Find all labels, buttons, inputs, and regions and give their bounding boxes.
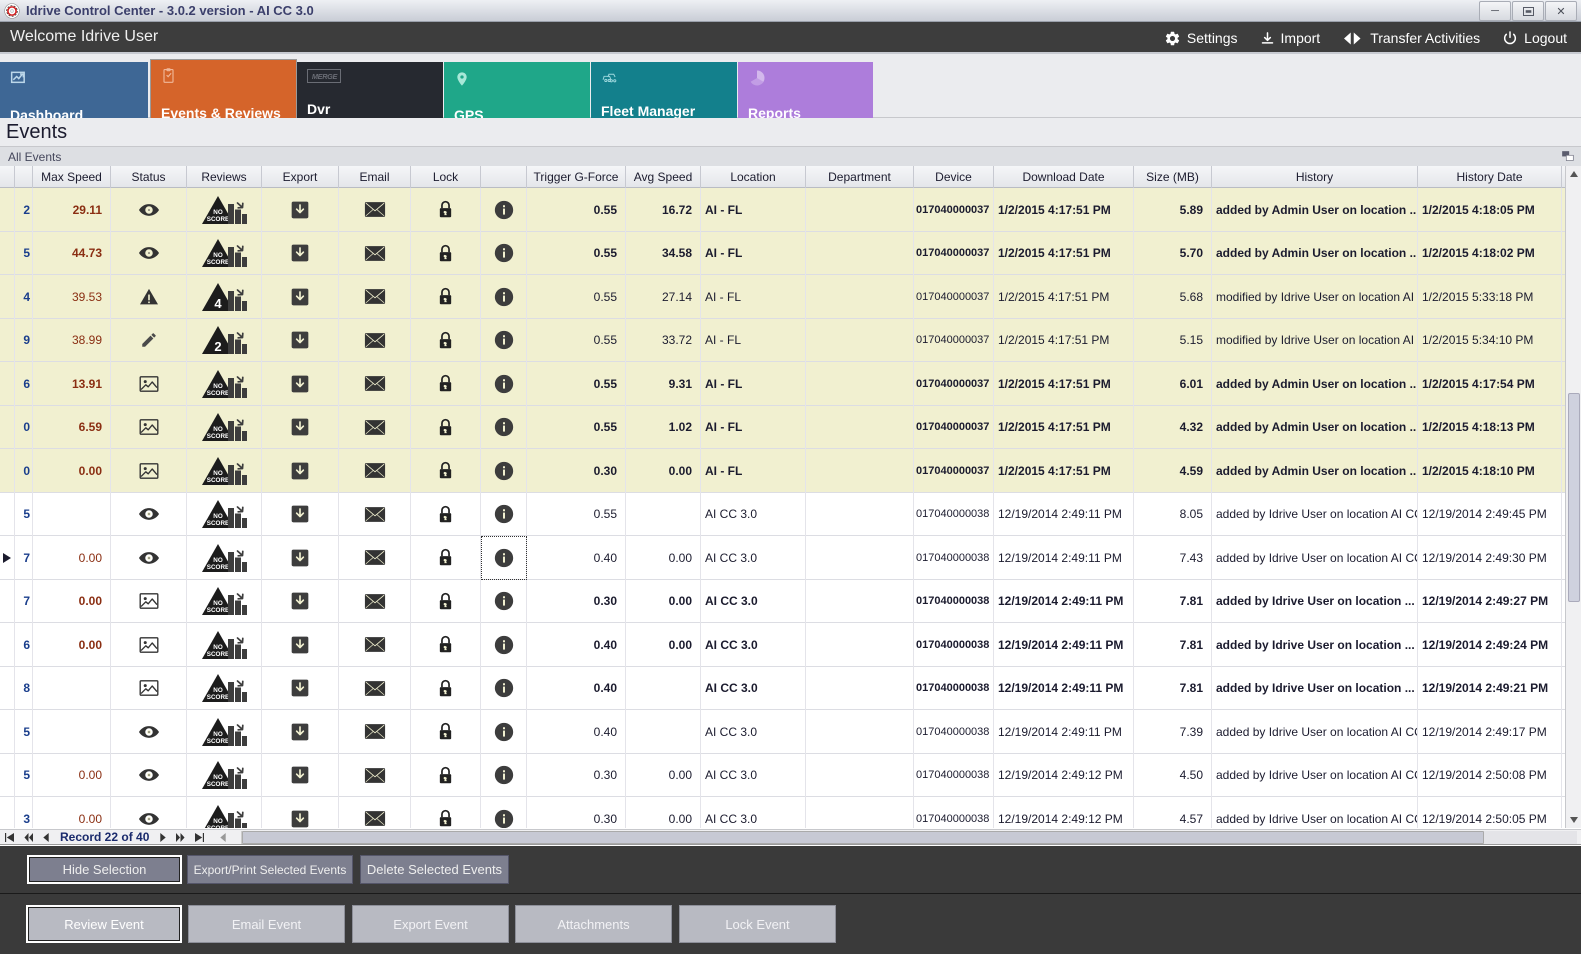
svg-text:NO: NO (213, 818, 223, 825)
svg-text:NO: NO (213, 687, 223, 694)
svg-text:NO: NO (213, 557, 223, 564)
svg-text:MERGE: MERGE (312, 72, 339, 81)
svg-text:SCORE: SCORE (207, 825, 229, 828)
svg-text:SCORE: SCORE (207, 564, 229, 571)
svg-text:SCORE: SCORE (207, 651, 229, 658)
svg-text:SCORE: SCORE (207, 390, 229, 397)
svg-text:SCORE: SCORE (207, 781, 229, 788)
svg-text:NO: NO (213, 426, 223, 433)
svg-text:NO: NO (213, 600, 223, 607)
svg-text:NO: NO (213, 383, 223, 390)
svg-text:NO: NO (213, 209, 223, 216)
svg-text:NO: NO (213, 731, 223, 738)
svg-text:2: 2 (214, 339, 221, 354)
svg-text:SCORE: SCORE (207, 216, 229, 223)
svg-text:NO: NO (213, 644, 223, 651)
svg-text:NO: NO (213, 252, 223, 259)
svg-text:SCORE: SCORE (207, 607, 229, 614)
svg-text:SCORE: SCORE (207, 520, 229, 527)
svg-text:NO: NO (213, 774, 223, 781)
svg-text:4: 4 (214, 296, 222, 311)
svg-text:NO: NO (213, 470, 223, 477)
svg-text:NO: NO (213, 513, 223, 520)
svg-text:SCORE: SCORE (207, 738, 229, 745)
svg-text:SCORE: SCORE (207, 259, 229, 266)
svg-text:SCORE: SCORE (207, 433, 229, 440)
svg-text:SCORE: SCORE (207, 477, 229, 484)
svg-text:SCORE: SCORE (207, 694, 229, 701)
